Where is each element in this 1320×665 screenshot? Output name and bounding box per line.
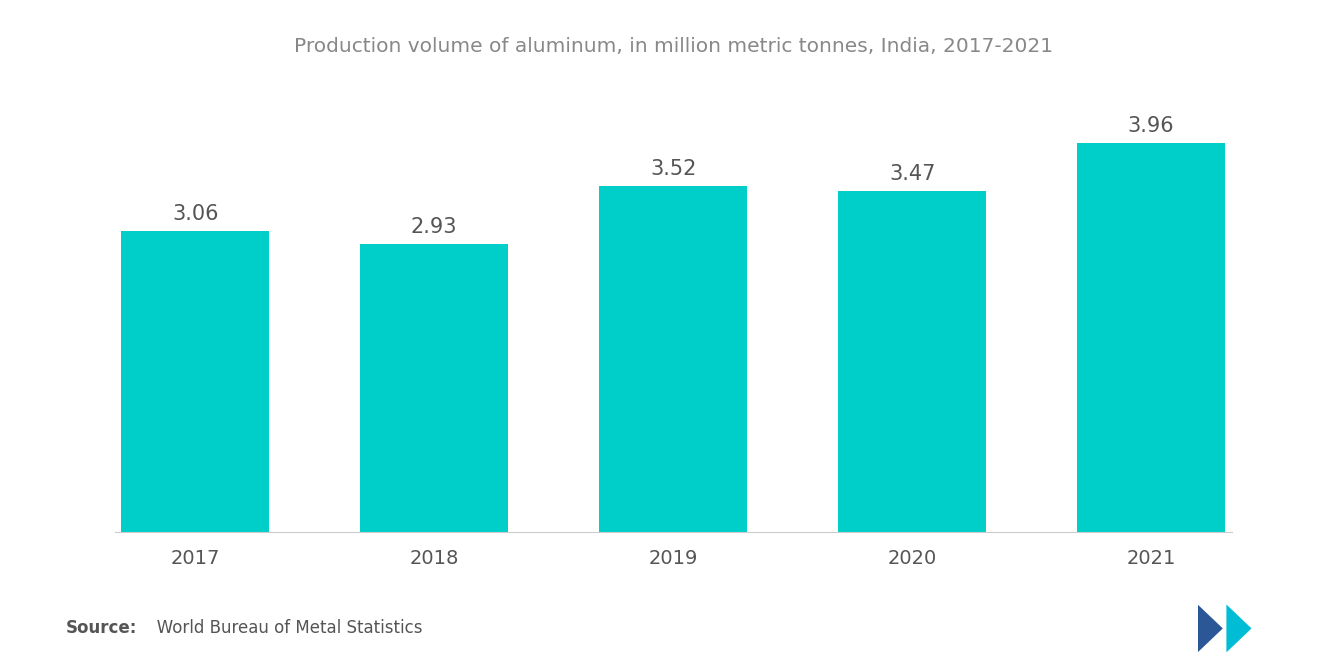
Text: 3.06: 3.06: [172, 204, 219, 224]
Point: [197, 528, 213, 536]
Point: [417, 528, 433, 536]
Text: 3.52: 3.52: [649, 159, 697, 179]
Polygon shape: [1226, 604, 1251, 652]
Text: 3.47: 3.47: [888, 164, 936, 184]
Bar: [838, 191, 986, 532]
Bar: [360, 244, 508, 532]
Text: 3.96: 3.96: [1127, 116, 1175, 136]
Title: Production volume of aluminum, in million metric tonnes, India, 2017-2021: Production volume of aluminum, in millio…: [293, 37, 1053, 56]
Text: 2.93: 2.93: [411, 217, 458, 237]
Bar: [1077, 143, 1225, 532]
Bar: [599, 186, 747, 532]
Bar: [121, 231, 269, 532]
Text: Source:: Source:: [66, 619, 137, 638]
Text: World Bureau of Metal Statistics: World Bureau of Metal Statistics: [141, 619, 422, 638]
Polygon shape: [1197, 604, 1222, 652]
